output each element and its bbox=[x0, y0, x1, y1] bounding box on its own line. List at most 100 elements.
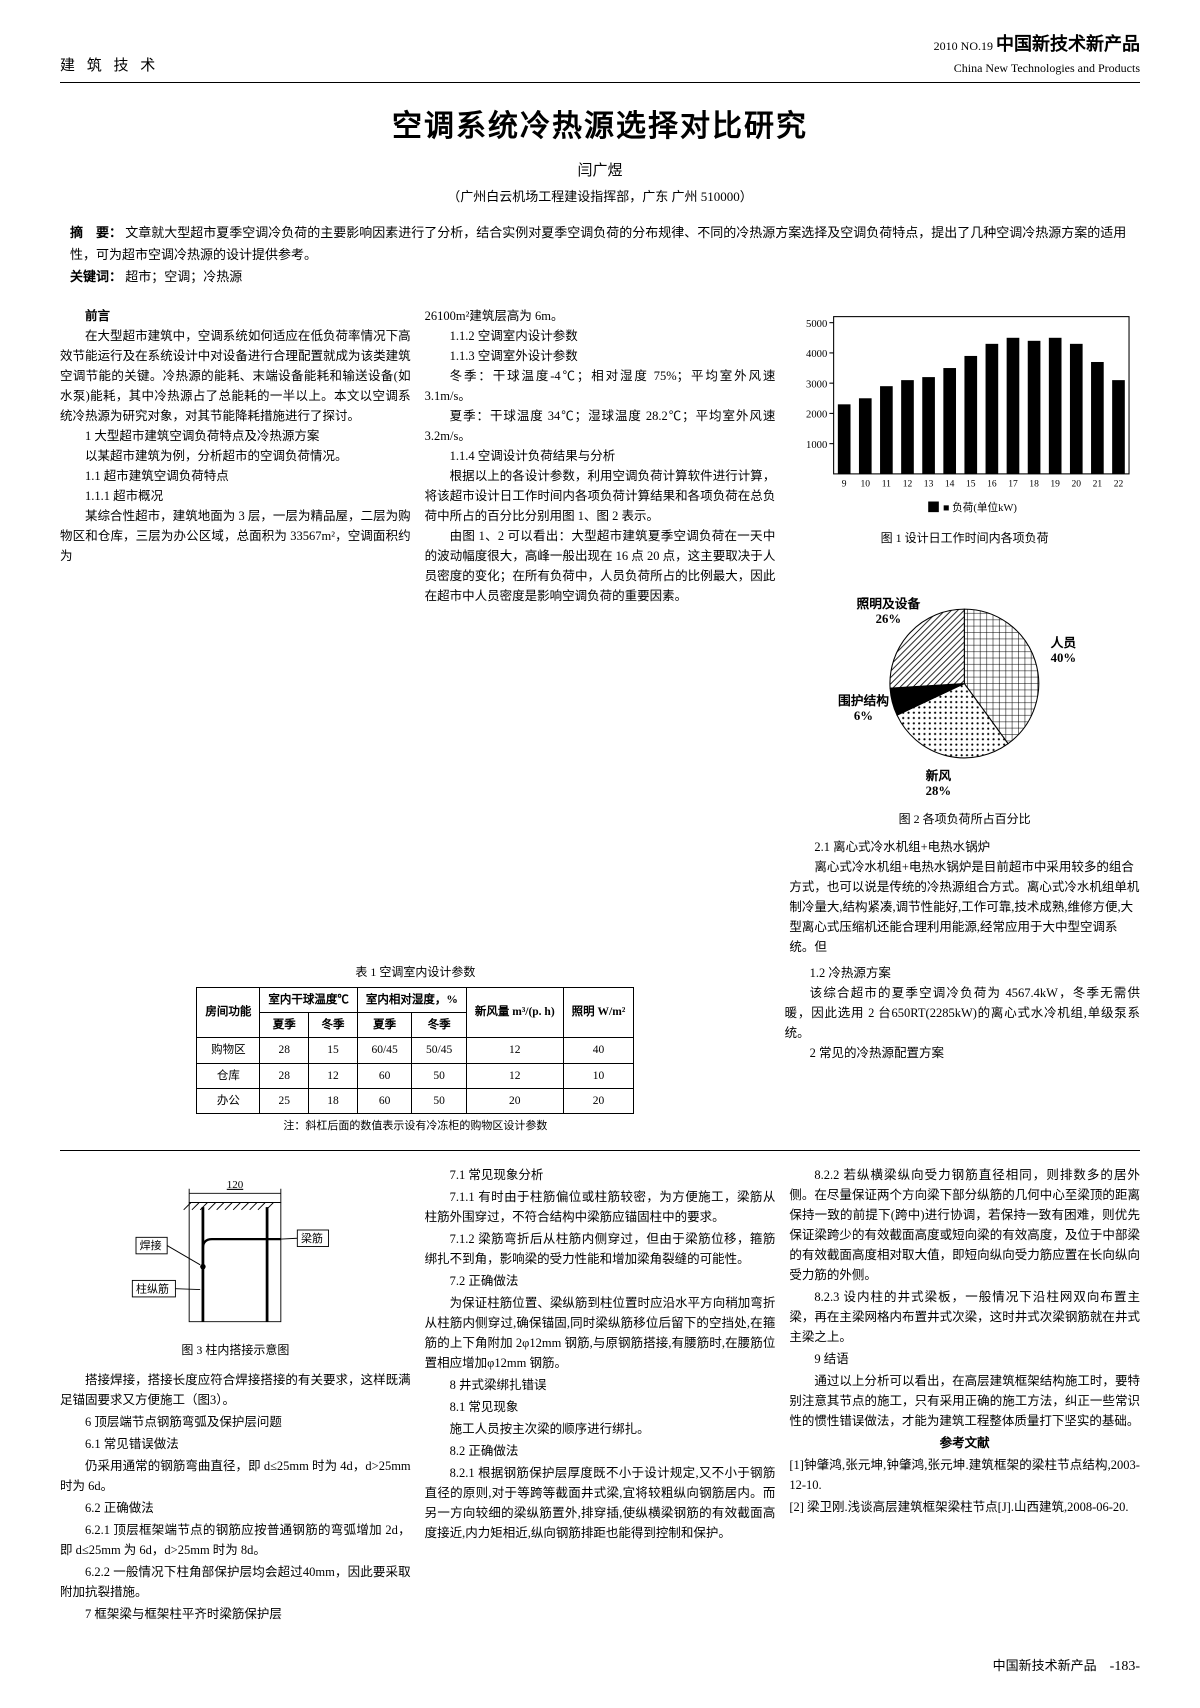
author-name: 闫广煜 bbox=[60, 159, 1140, 183]
svg-text:28%: 28% bbox=[926, 784, 952, 798]
svg-text:焊接: 焊接 bbox=[140, 1238, 162, 1252]
p: 仍采用通常的钢筋弯曲直径，即 d≤25mm 时为 4d，d>25mm 时为 6d… bbox=[60, 1456, 411, 1496]
ref-2: [2] 梁卫刚.浅谈高层建筑框架梁柱节点[J].山西建筑,2008-06-20. bbox=[789, 1497, 1140, 1517]
lower-columns: 120 焊接 梁筋柱纵筋 图 3 柱内搭接示意图 搭接焊接，搭接长度应符合焊接搭接的… bbox=[60, 1165, 1140, 1626]
page-header: 建 筑 技 术 2010 NO.19 中国新技术新产品 China New Te… bbox=[60, 30, 1140, 83]
table1-caption: 表 1 空调室内设计参数 bbox=[60, 963, 771, 982]
p: 根据以上的各设计参数，利用空调负荷计算软件进行计算，将该超市设计日工作时间内各项… bbox=[425, 466, 776, 526]
svg-text:照明及设备: 照明及设备 bbox=[857, 596, 921, 611]
p: 7.1.1 有时由于柱筋偏位或柱筋较密，为方便施工，梁筋从柱筋外围穿过，不符合结… bbox=[425, 1187, 776, 1227]
h: 7.2 正确做法 bbox=[425, 1271, 776, 1291]
p: 1.1 超市建筑空调负荷特点 bbox=[60, 466, 411, 486]
lower-col-1: 120 焊接 梁筋柱纵筋 图 3 柱内搭接示意图 搭接焊接，搭接长度应符合焊接搭接的… bbox=[60, 1165, 411, 1626]
page-footer: 中国新技术新产品 -183- bbox=[60, 1656, 1140, 1678]
fig3-diagram: 120 焊接 梁筋柱纵筋 bbox=[125, 1175, 345, 1331]
h: 6.1 常见错误做法 bbox=[60, 1434, 411, 1454]
section-divider bbox=[60, 1150, 1140, 1151]
issue-line: 2010 NO.19 bbox=[934, 39, 993, 53]
author-affiliation: （广州白云机场工程建设指挥部，广东 广州 510000） bbox=[60, 187, 1140, 208]
fig3-caption: 图 3 柱内搭接示意图 bbox=[60, 1341, 411, 1360]
lower-col-3: 8.2.2 若纵横梁纵向受力钢筋直径相同，则排数多的居外侧。在尽量保证两个方向梁… bbox=[789, 1165, 1140, 1626]
footer-journal: 中国新技术新产品 bbox=[993, 1658, 1097, 1673]
h: 6 顶层端节点钢筋弯弧及保护层问题 bbox=[60, 1412, 411, 1432]
p: 8.2.3 设内柱的井式梁板，一般情况下沿柱网双向布置主梁，再在主梁网格内布置井… bbox=[789, 1287, 1140, 1347]
svg-text:新风: 新风 bbox=[926, 768, 952, 783]
h: 8 井式梁绑扎错误 bbox=[425, 1375, 776, 1395]
svg-text:3000: 3000 bbox=[806, 379, 827, 390]
svg-text:19: 19 bbox=[1051, 479, 1061, 490]
issue-block: 2010 NO.19 中国新技术新产品 China New Technologi… bbox=[934, 30, 1140, 78]
section-name: 建 筑 技 术 bbox=[60, 54, 159, 78]
h: 8.1 常见现象 bbox=[425, 1397, 776, 1417]
svg-text:2000: 2000 bbox=[806, 410, 827, 421]
svg-text:1000: 1000 bbox=[806, 440, 827, 451]
col2-continued: 1.2 冷热源方案 该综合超市的夏季空调冷负荷为 4567.4kW，冬季无需供暖… bbox=[785, 963, 1140, 1136]
fig1-caption: 图 1 设计日工作时间内各项负荷 bbox=[789, 529, 1140, 548]
svg-text:14: 14 bbox=[945, 479, 955, 490]
svg-text:12: 12 bbox=[903, 479, 913, 490]
table1: 房间功能室内干球温度℃室内相对湿度，%新风量 m³/(p. h)照明 W/m²夏… bbox=[196, 987, 634, 1115]
svg-text:人员: 人员 bbox=[1051, 636, 1077, 650]
h: 9 结语 bbox=[789, 1349, 1140, 1369]
p: 离心式冷水机组+电热水锅炉是目前超市中采用较多的组合方式，也可以说是传统的冷热源… bbox=[789, 857, 1140, 957]
h: 7.1 常见现象分析 bbox=[425, 1165, 776, 1185]
table1-note: 注：斜杠后面的数值表示设有冷冻柜的购物区设计参数 bbox=[60, 1118, 771, 1136]
svg-text:10: 10 bbox=[861, 479, 871, 490]
p: 通过以上分析可以看出，在高层建筑框架结构施工时，要特别注意其节点的施工，只有采用… bbox=[789, 1371, 1140, 1431]
upper-columns: 前言 在大型超市建筑中，空调系统如何适应在低负荷率情况下高效节能运行及在系统设计… bbox=[60, 306, 1140, 957]
svg-text:15: 15 bbox=[966, 479, 976, 490]
fig2-caption: 图 2 各项负荷所占百分比 bbox=[789, 810, 1140, 829]
keywords-body: 超市；空调；冷热源 bbox=[125, 269, 242, 284]
svg-text:11: 11 bbox=[882, 479, 891, 490]
svg-text:梁筋: 梁筋 bbox=[301, 1231, 323, 1245]
p: 以某超市建筑为例，分析超市的空调负荷情况。 bbox=[60, 446, 411, 466]
svg-text:■ 负荷(单位kW): ■ 负荷(单位kW) bbox=[943, 501, 1017, 514]
svg-text:5000: 5000 bbox=[806, 319, 827, 330]
svg-text:4000: 4000 bbox=[806, 349, 827, 360]
p: 夏季：干球温度 34℃；湿球温度 28.2℃；平均室外风速 3.2m/s。 bbox=[425, 406, 776, 446]
keywords-label: 关键词： bbox=[70, 269, 122, 284]
journal-english: China New Technologies and Products bbox=[934, 59, 1140, 78]
svg-text:21: 21 bbox=[1093, 479, 1103, 490]
p: 8.2.2 若纵横梁纵向受力钢筋直径相同，则排数多的居外侧。在尽量保证两个方向梁… bbox=[789, 1165, 1140, 1285]
p: 6.2.1 顶层框架端节点的钢筋应按普通钢筋的弯弧增加 2d，即 d≤25mm … bbox=[60, 1520, 411, 1560]
p: 在大型超市建筑中，空调系统如何适应在低负荷率情况下高效节能运行及在系统设计中对设… bbox=[60, 326, 411, 426]
refs-heading: 参考文献 bbox=[789, 1433, 1140, 1453]
p: 某综合性超市，建筑地面为 3 层，一层为精品屋，二层为购物区和仓库，三层为办公区… bbox=[60, 506, 411, 566]
journal-logo-text: 中国新技术新产品 bbox=[996, 34, 1140, 54]
abstract-body: 文章就大型超市夏季空调冷负荷的主要影响因素进行了分析，结合实例对夏季空调负荷的分… bbox=[70, 225, 1126, 262]
svg-text:18: 18 bbox=[1030, 479, 1040, 490]
svg-text:40%: 40% bbox=[1051, 651, 1077, 665]
page-number: -183- bbox=[1110, 1659, 1140, 1674]
col-3-figures: 1000200030004000500091011121314151617181… bbox=[789, 306, 1140, 957]
article-title: 空调系统冷热源选择对比研究 bbox=[60, 103, 1140, 151]
p: 1.2 冷热源方案 bbox=[785, 963, 1140, 983]
p: 1.1.1 超市概况 bbox=[60, 486, 411, 506]
p: 6.2.2 一般情况下柱角部保护层均会超过40mm，因此要采取附加抗裂措施。 bbox=[60, 1562, 411, 1602]
h-foreword: 前言 bbox=[60, 306, 411, 326]
lower-col-2: 7.1 常见现象分析 7.1.1 有时由于柱筋偏位或柱筋较密，为方便施工，梁筋从… bbox=[425, 1165, 776, 1626]
svg-text:9: 9 bbox=[842, 479, 847, 490]
abstract-block: 摘 要： 文章就大型超市夏季空调冷负荷的主要影响因素进行了分析，结合实例对夏季空… bbox=[60, 222, 1140, 288]
h-sec1: 1 大型超市建筑空调负荷特点及冷热源方案 bbox=[60, 426, 411, 446]
p: 7.1.2 梁筋弯折后从柱筋内侧穿过，但由于梁筋位移，箍筋绑扎不到角，影响梁的受… bbox=[425, 1229, 776, 1269]
fig1-barchart: 1000200030004000500091011121314151617181… bbox=[789, 306, 1140, 519]
p: 施工人员按主次梁的顺序进行绑扎。 bbox=[425, 1419, 776, 1439]
p: 2.1 离心式冷水机组+电热水锅炉 bbox=[789, 837, 1140, 857]
h: 8.2 正确做法 bbox=[425, 1441, 776, 1461]
svg-text:17: 17 bbox=[1009, 479, 1019, 490]
p: 26100m²建筑层高为 6m。 bbox=[425, 306, 776, 326]
fig3-wrap: 120 焊接 梁筋柱纵筋 图 3 柱内搭接示意图 bbox=[60, 1175, 411, 1360]
svg-text:柱纵筋: 柱纵筋 bbox=[136, 1281, 169, 1295]
abstract-label: 摘 要： bbox=[70, 225, 122, 240]
svg-text:6%: 6% bbox=[854, 709, 873, 723]
table-row-block: 表 1 空调室内设计参数 房间功能室内干球温度℃室内相对湿度，%新风量 m³/(… bbox=[60, 963, 1140, 1136]
svg-text:22: 22 bbox=[1114, 479, 1124, 490]
svg-text:13: 13 bbox=[924, 479, 934, 490]
p: 1.1.4 空调设计负荷结果与分析 bbox=[425, 446, 776, 466]
p: 1.1.3 空调室外设计参数 bbox=[425, 346, 776, 366]
h: 6.2 正确做法 bbox=[60, 1498, 411, 1518]
svg-text:120: 120 bbox=[227, 1179, 244, 1191]
p: 搭接焊接，搭接长度应符合焊接搭接的有关要求，这样既满足锚固要求又方便施工（图3）… bbox=[60, 1370, 411, 1410]
p: 该综合超市的夏季空调冷负荷为 4567.4kW，冬季无需供暖，因此选用 2 台6… bbox=[785, 983, 1140, 1043]
